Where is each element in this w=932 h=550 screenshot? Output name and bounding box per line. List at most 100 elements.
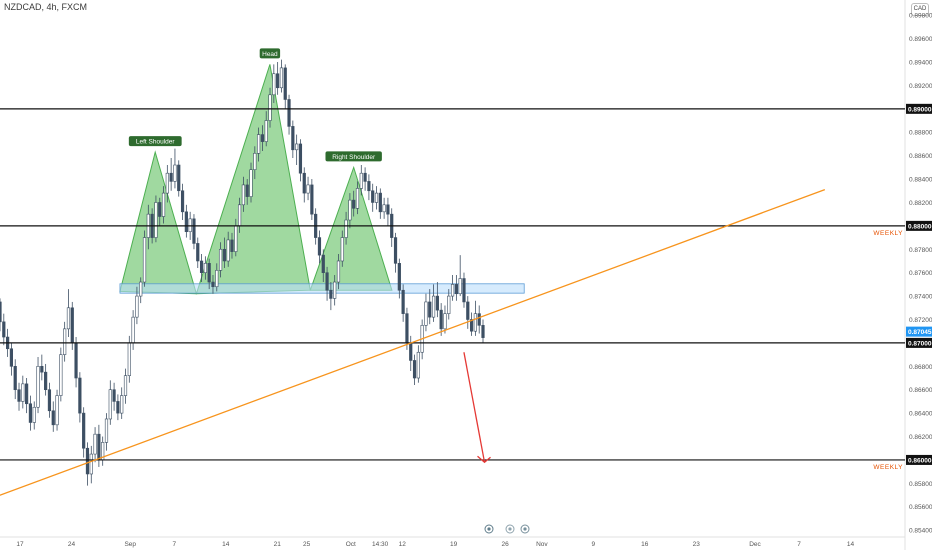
y-tick-label: 0.89400 — [909, 60, 932, 67]
candle-body — [352, 199, 356, 209]
candle-body — [260, 134, 265, 142]
candle-body — [177, 164, 181, 192]
y-tick-label: 0.89600 — [909, 36, 932, 43]
x-tick-label: 9 — [591, 541, 595, 548]
candle-body — [462, 278, 466, 303]
ascending-trendline[interactable] — [0, 188, 826, 513]
candle-body — [131, 316, 135, 344]
candle-body — [85, 447, 90, 475]
pattern-labels: WEEKLY WEEKLY Left Shoulder Head Right Shoul… — [128, 48, 903, 471]
y-tick-label: 0.86200 — [909, 434, 932, 441]
current-price-tag — [906, 326, 932, 337]
pattern-label-tag — [259, 48, 281, 59]
candle-body — [458, 278, 462, 295]
support-zone[interactable] — [119, 283, 525, 294]
y-tick-label: 0.85400 — [909, 528, 932, 535]
candle-body — [279, 67, 284, 89]
y-tick-label: 0.87600 — [909, 270, 932, 277]
y-tick-label: 0.87400 — [909, 294, 932, 301]
x-tick-label: Sep — [124, 541, 136, 548]
x-tick-label: 23 — [693, 541, 701, 548]
x-tick-label: Oct — [346, 541, 356, 548]
candle-body — [97, 433, 101, 461]
candle-body — [454, 284, 458, 295]
x-tick-label: 24 — [68, 541, 76, 548]
candle-body — [283, 67, 287, 100]
candle-body — [192, 218, 196, 244]
candle-body — [28, 403, 33, 423]
y-tick-label: 0.86400 — [909, 411, 932, 418]
candle-body — [371, 190, 375, 203]
candle-body — [120, 395, 124, 414]
candle-body — [74, 342, 78, 379]
candle-body — [66, 307, 71, 330]
candle-body — [226, 239, 230, 262]
y-tick-label: 0.87200 — [909, 317, 932, 324]
support-zone-rect[interactable] — [119, 283, 525, 294]
candle-body — [466, 301, 470, 320]
candle-body — [439, 309, 443, 330]
candle-body — [196, 243, 200, 262]
trendline-line[interactable] — [0, 188, 826, 513]
weekly-annotation: WEEKLY — [873, 464, 903, 471]
x-tick-label: 17 — [16, 541, 24, 548]
candle-body — [447, 295, 451, 314]
candle-body — [237, 204, 242, 227]
candle-body — [211, 281, 215, 288]
candle-body — [184, 211, 188, 233]
candle-body — [139, 281, 143, 297]
candle-body — [355, 188, 360, 209]
candle-body — [44, 371, 48, 391]
candle-body — [450, 284, 455, 297]
y-tick-label: 0.88200 — [909, 200, 932, 207]
candle-body — [78, 377, 82, 414]
candle-body — [173, 164, 177, 182]
y-tick-label: 0.88600 — [909, 153, 932, 160]
candle-body — [329, 289, 333, 299]
x-tick-label: 12 — [399, 541, 407, 548]
candle-body — [310, 184, 314, 215]
head-and-shoulders-pattern[interactable] — [119, 64, 393, 295]
candle-body — [2, 321, 6, 338]
arrow-shaft[interactable] — [463, 352, 486, 463]
candle-body — [412, 360, 417, 379]
candle-body — [222, 248, 226, 262]
candle-body — [104, 418, 109, 443]
x-tick-label: 14 — [847, 541, 855, 548]
x-tick-label: 7 — [173, 541, 177, 548]
candle-body — [424, 301, 428, 326]
horizontal-levels[interactable] — [0, 108, 905, 461]
candle-body — [321, 254, 325, 273]
candle-body — [382, 204, 386, 213]
level-price-label: 0.87000 — [908, 340, 932, 347]
candle-body — [59, 354, 63, 396]
pattern-label-text: Left Shoulder — [136, 139, 176, 146]
level-price-tag — [906, 454, 932, 465]
projection-arrow[interactable] — [463, 352, 491, 464]
candle-body — [218, 248, 223, 271]
candle-body — [469, 319, 474, 332]
arrow-head[interactable] — [477, 455, 491, 464]
currency-button[interactable]: CAD — [911, 3, 929, 16]
candle-body — [295, 143, 299, 151]
candle-body — [378, 192, 382, 213]
pattern-label-text: Head — [262, 51, 278, 58]
candle-body — [89, 453, 93, 475]
bottom-event-icons[interactable] — [484, 524, 530, 534]
candle-body — [17, 389, 21, 402]
candle-body — [473, 313, 477, 332]
candle-body — [55, 395, 59, 426]
price-labels: 0.89000 0.88000 0.87000 0.86000 0.87045 — [906, 103, 932, 465]
y-tick-label: 0.85800 — [909, 481, 932, 488]
candle-body — [291, 126, 295, 151]
head-triangle[interactable] — [195, 64, 311, 295]
candle-body — [215, 270, 219, 288]
candle-body — [169, 172, 173, 182]
candle-body — [268, 94, 272, 121]
level-price-label: 0.88000 — [908, 223, 932, 230]
candle-body — [165, 172, 169, 194]
candle-body — [25, 383, 29, 405]
candle-body — [40, 366, 44, 373]
